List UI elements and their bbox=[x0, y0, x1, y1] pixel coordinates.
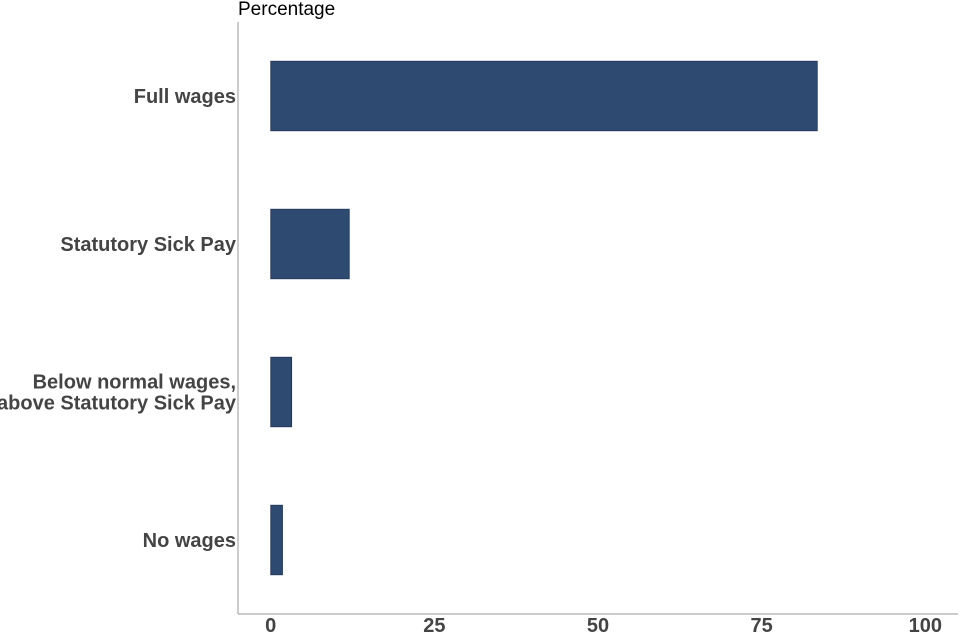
axes-group bbox=[237, 22, 958, 615]
category-label-line: Full wages bbox=[134, 86, 236, 108]
category-label-line: No wages bbox=[143, 530, 236, 552]
bar bbox=[270, 504, 283, 576]
bar bbox=[270, 60, 818, 132]
x-tick-labels-group: 0 25 50 75 100 bbox=[265, 615, 942, 637]
x-tick-label: 100 bbox=[909, 615, 942, 637]
category-labels-group: Full wages Statutory Sick Pay Below normal… bbox=[0, 86, 237, 552]
category-label: Below normal wages, above Statutory Sick … bbox=[0, 372, 237, 415]
category-label-line: Statutory Sick Pay bbox=[60, 234, 237, 256]
category-label-line: above Statutory Sick Pay bbox=[0, 393, 237, 415]
category-label: Statutory Sick Pay bbox=[60, 234, 237, 256]
category-label-line: Below normal wages, bbox=[33, 372, 236, 394]
x-tick-label: 0 bbox=[265, 615, 276, 637]
x-axis-title: Percentage bbox=[238, 0, 335, 20]
bar bbox=[270, 356, 293, 428]
category-label: No wages bbox=[143, 530, 236, 552]
x-tick-label: 25 bbox=[423, 615, 445, 637]
bar bbox=[270, 208, 350, 280]
category-label: Full wages bbox=[134, 86, 236, 108]
bars-group bbox=[270, 60, 818, 576]
x-tick-label: 75 bbox=[751, 615, 773, 637]
x-tick-label: 50 bbox=[587, 615, 609, 637]
